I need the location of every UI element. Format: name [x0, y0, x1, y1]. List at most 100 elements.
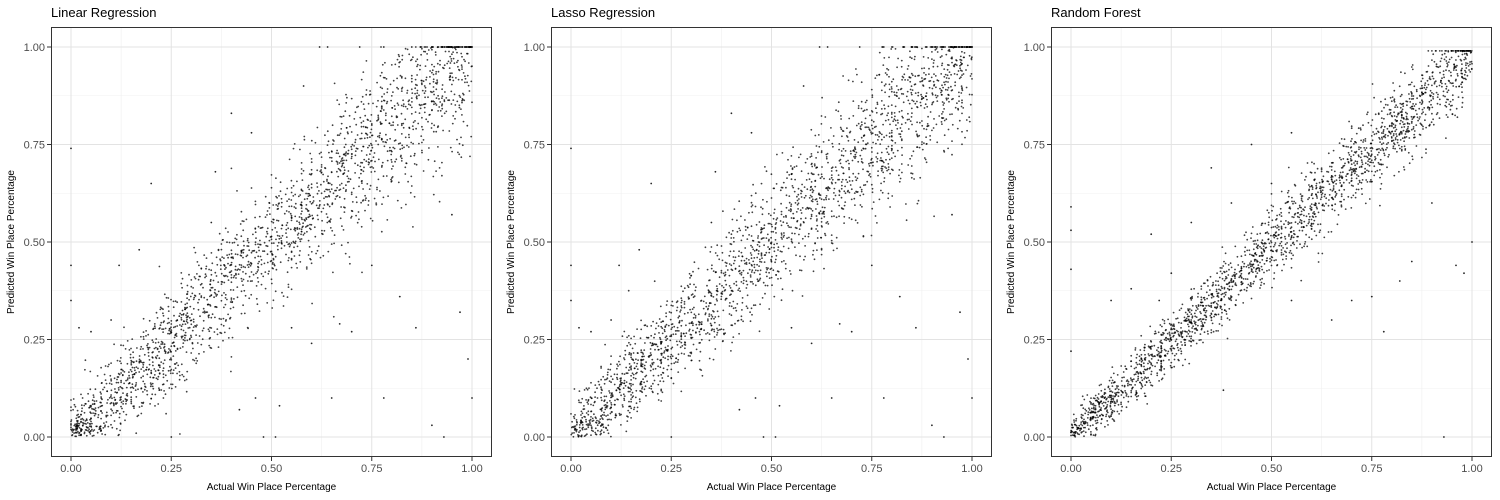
scatter-point [85, 429, 88, 432]
scatter-point [848, 117, 851, 120]
scatter-point [162, 369, 164, 372]
scatter-point [815, 145, 818, 147]
scatter-point [885, 134, 888, 137]
scatter-point [357, 211, 360, 213]
scatter-point [1194, 323, 1197, 326]
scatter-point [343, 137, 346, 140]
scatter-point [122, 403, 124, 405]
scatter-point [838, 159, 841, 162]
scatter-point [833, 187, 836, 190]
scatter-point [399, 74, 402, 77]
scatter-point [383, 93, 386, 95]
scatter-point [585, 423, 588, 426]
scatter-point [354, 154, 357, 157]
scatter-point [230, 276, 233, 279]
scatter-point [632, 395, 635, 397]
scatter-point [845, 135, 848, 137]
scatter-point [248, 249, 251, 252]
scatter-point [721, 284, 723, 287]
scatter-point [798, 156, 800, 159]
scatter-point [610, 435, 612, 438]
scatter-point [728, 254, 731, 257]
scatter-point [165, 296, 168, 299]
scatter-point [339, 169, 342, 172]
scatter-point [427, 49, 430, 51]
scatter-point [200, 343, 203, 346]
scatter-point [176, 347, 179, 350]
scatter-point [839, 162, 842, 165]
scatter-point [590, 424, 592, 427]
scatter-point [825, 198, 828, 201]
scatter-point [80, 427, 82, 430]
scatter-point [961, 101, 963, 104]
scatter-point [692, 329, 694, 332]
scatter-point [350, 215, 353, 218]
scatter-point [776, 217, 779, 220]
scatter-point [714, 303, 716, 306]
scatter-point [772, 269, 775, 272]
scatter-point [659, 366, 662, 369]
scatter-point [254, 203, 257, 206]
scatter-point [114, 398, 117, 401]
scatter-point [367, 158, 370, 161]
scatter-point [230, 249, 233, 252]
scatter-point [820, 198, 823, 201]
scatter-point [164, 393, 167, 396]
scatter-point [370, 134, 373, 137]
scatter-point [854, 176, 857, 178]
scatter-point [810, 153, 813, 155]
scatter-point [272, 221, 275, 224]
scatter-point [1368, 154, 1370, 157]
scatter-point [443, 46, 446, 48]
scatter-point [289, 244, 292, 246]
scatter-point [274, 227, 277, 229]
scatter-point [910, 116, 913, 118]
scatter-point [1315, 186, 1318, 189]
scatter-point [254, 243, 257, 246]
scatter-point [610, 406, 612, 409]
scatter-point [580, 414, 582, 416]
scatter-point [815, 157, 817, 159]
scatter-point [632, 352, 635, 354]
scatter-point [350, 97, 353, 100]
scatter-point [751, 264, 753, 267]
scatter-point [292, 147, 295, 150]
scatter-point [257, 225, 260, 228]
scatter-point [651, 342, 654, 345]
scatter-point [687, 311, 689, 314]
scatter-point [302, 222, 304, 225]
scatter-point [223, 264, 225, 266]
scatter-point [793, 232, 796, 235]
scatter-point [354, 150, 357, 153]
scatter-point [293, 241, 295, 244]
scatter-point [591, 420, 594, 422]
y-tick-label: 1.00 [24, 42, 45, 54]
scatter-point [1225, 291, 1227, 294]
scatter-point [386, 88, 389, 90]
scatter-point [163, 390, 166, 392]
scatter-point [759, 303, 761, 306]
scatter-point [1381, 121, 1384, 124]
scatter-point [165, 412, 168, 415]
scatter-point [360, 169, 363, 171]
scatter-point [220, 299, 223, 302]
scatter-point [812, 270, 815, 273]
scatter-point [154, 405, 156, 407]
scatter-point [181, 346, 184, 348]
scatter-point [907, 128, 910, 130]
scatter-point [120, 381, 122, 384]
scatter-point [308, 188, 311, 191]
scatter-point [710, 221, 713, 224]
scatter-point [636, 406, 639, 409]
scatter-point [730, 314, 733, 317]
scatter-point [764, 284, 767, 287]
scatter-point [799, 224, 802, 227]
scatter-point [913, 58, 916, 61]
scatter-point [360, 132, 363, 135]
scatter-point [1435, 63, 1438, 66]
scatter-point [745, 263, 748, 265]
scatter-point [99, 427, 101, 430]
scatter-point [155, 377, 158, 380]
scatter-point [192, 321, 195, 323]
scatter-point [740, 315, 743, 318]
